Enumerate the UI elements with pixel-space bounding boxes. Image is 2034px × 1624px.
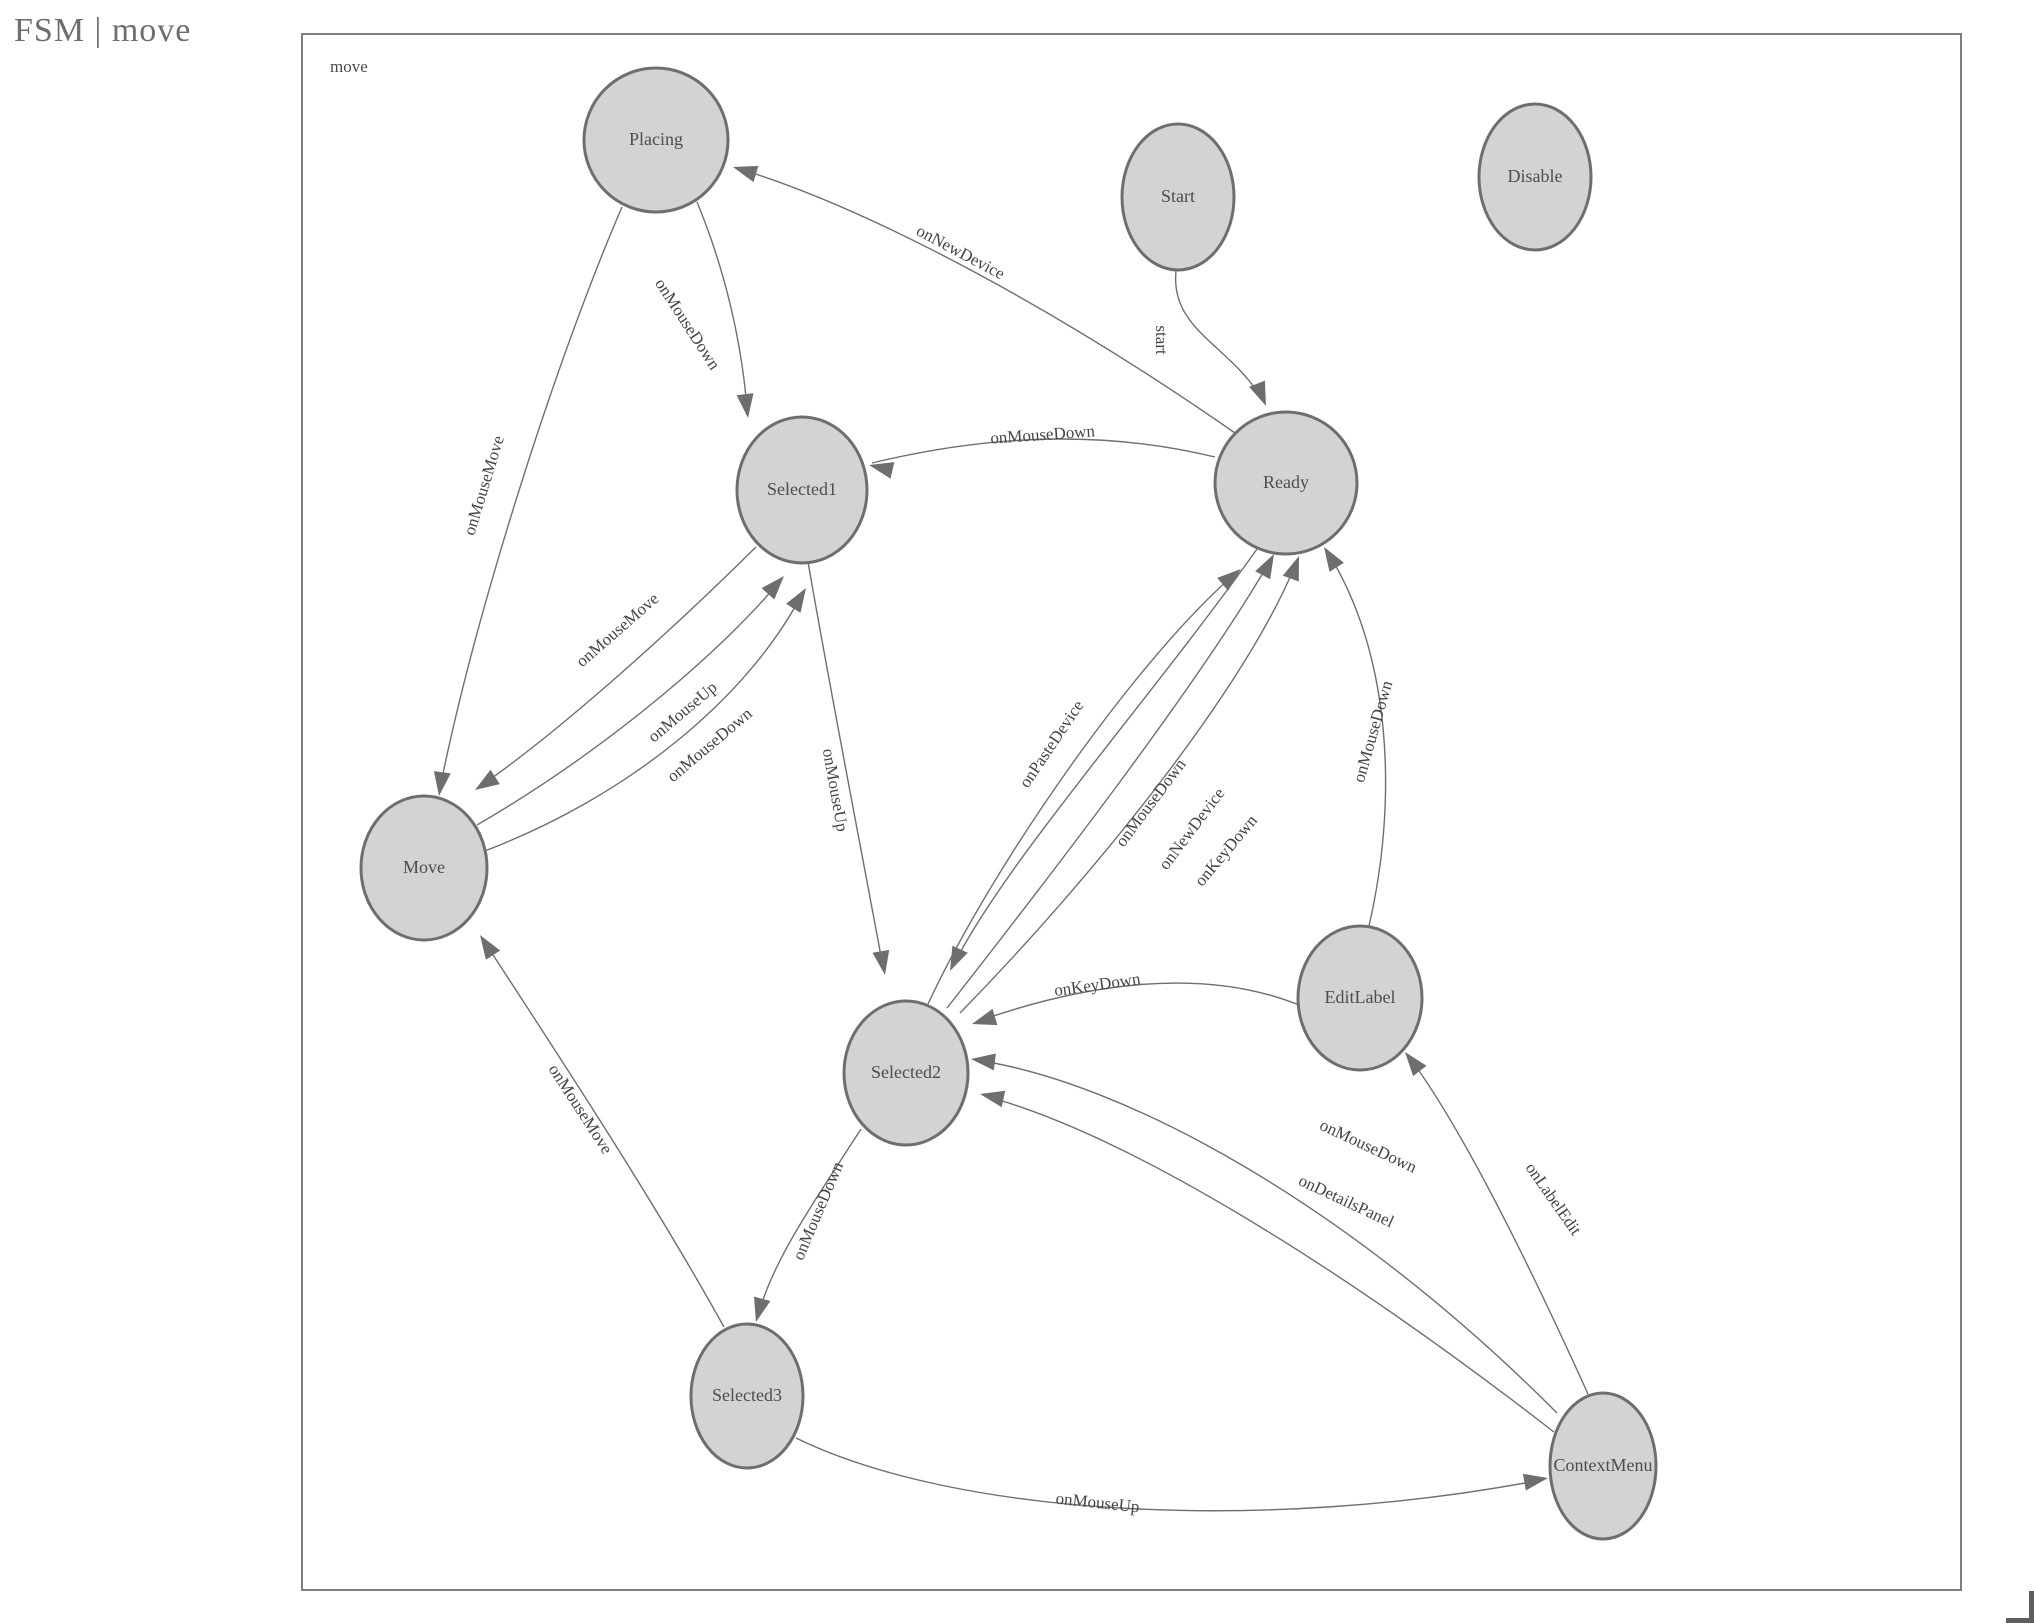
page-title: FSM | move xyxy=(14,12,192,49)
fsm-name-label: move xyxy=(330,57,368,76)
fsm-diagram-panel: move xyxy=(301,33,1962,1591)
resize-corner-icon[interactable] xyxy=(2006,1591,2034,1623)
